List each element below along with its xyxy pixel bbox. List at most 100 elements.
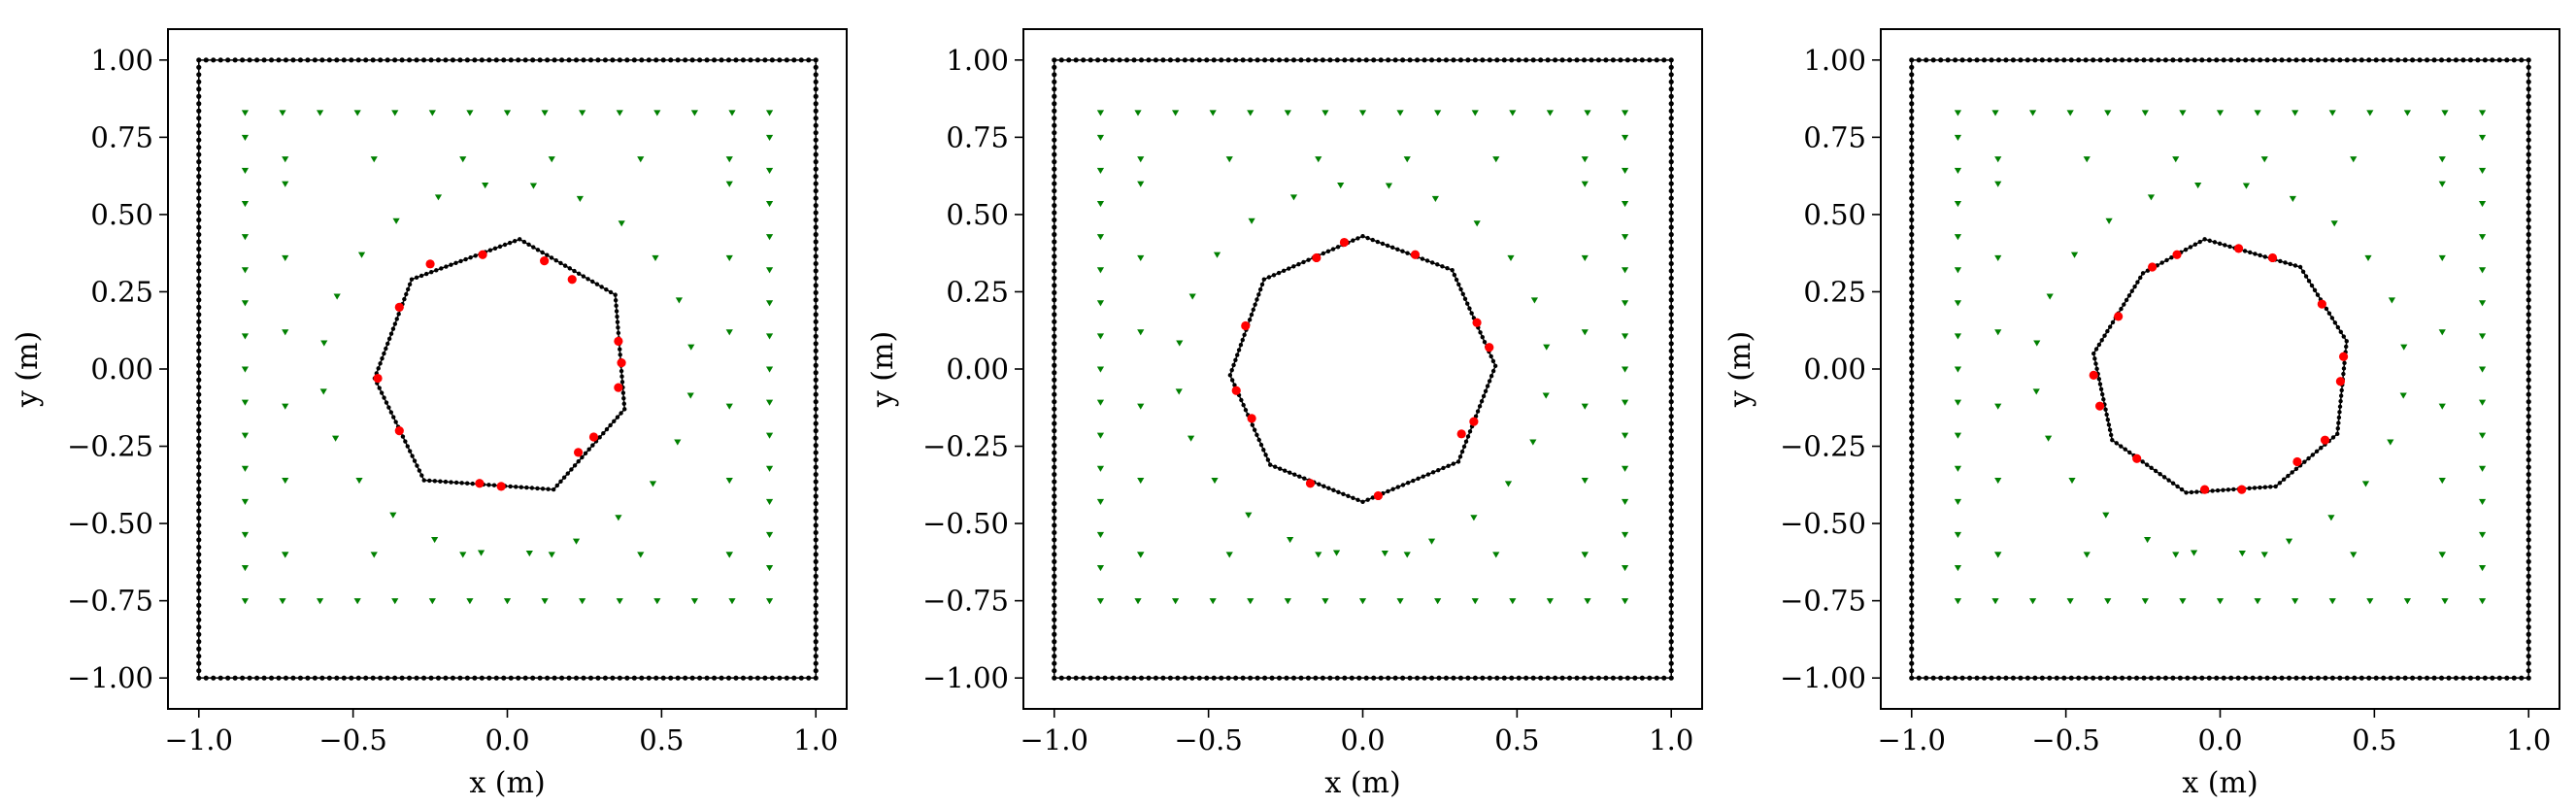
domain-boundary-point xyxy=(1052,486,1057,492)
domain-boundary-point xyxy=(196,297,202,303)
domain-boundary-point xyxy=(2526,319,2531,324)
sensor-marker xyxy=(1954,201,1962,208)
inclusion-outline-point xyxy=(1355,497,1360,503)
domain-boundary-point xyxy=(2352,675,2358,681)
domain-boundary-point xyxy=(2068,675,2074,681)
sensor-marker xyxy=(1473,220,1481,227)
domain-boundary-point xyxy=(1909,268,1915,274)
inclusion-marker xyxy=(394,426,404,436)
inclusion-outline-point xyxy=(2183,247,2189,252)
domain-boundary-point xyxy=(1392,57,1398,63)
inclusion-outline-point xyxy=(429,270,434,275)
domain-boundary-point xyxy=(813,130,819,136)
inclusion-marker xyxy=(2172,250,2182,259)
inclusion-outline-point xyxy=(2091,351,2096,356)
domain-boundary-point xyxy=(1052,246,1057,252)
inclusion-outline-point xyxy=(594,282,600,286)
domain-boundary-point xyxy=(1052,660,1057,666)
domain-boundary-point xyxy=(813,268,819,274)
inclusion-outline-point xyxy=(1287,266,1291,271)
inclusion-outline-point xyxy=(608,422,613,428)
domain-boundary-point xyxy=(552,57,557,63)
domain-boundary-point xyxy=(1443,57,1450,63)
inclusion-outline-point xyxy=(407,282,413,287)
domain-boundary-point xyxy=(1909,341,1915,347)
inclusion-outline-point xyxy=(2252,486,2258,490)
domain-boundary-point xyxy=(813,355,819,361)
y-tick-label: −0.25 xyxy=(1780,430,1866,463)
sensor-marker xyxy=(1584,598,1591,605)
domain-boundary-point xyxy=(385,57,390,63)
sensor-marker xyxy=(765,267,774,274)
sensor-marker xyxy=(2478,167,2487,175)
sensor-marker xyxy=(2364,254,2372,262)
sensor-marker xyxy=(728,598,736,605)
domain-boundary-point xyxy=(2526,391,2531,397)
domain-boundary-point xyxy=(653,57,659,63)
inclusion-outline-point xyxy=(1424,258,1430,263)
domain-boundary-point xyxy=(1668,93,1674,99)
domain-boundary-point xyxy=(704,57,710,63)
domain-boundary-point xyxy=(1428,57,1435,63)
domain-boundary-point xyxy=(1052,355,1057,361)
inclusion-outline-point xyxy=(1321,251,1326,256)
inclusion-outline-point xyxy=(2102,333,2107,338)
inclusion-outline-point xyxy=(1355,236,1360,241)
inclusion-outline-point xyxy=(2248,250,2253,255)
inclusion-outline-point xyxy=(2166,478,2171,483)
domain-boundary-point xyxy=(1487,675,1492,681)
inclusion-marker xyxy=(2267,252,2278,263)
y-tick-label: −0.50 xyxy=(67,507,153,540)
inclusion-outline-point xyxy=(540,487,546,491)
inclusion-outline-point xyxy=(1251,307,1255,313)
domain-boundary-point xyxy=(1052,595,1057,601)
domain-boundary-point xyxy=(813,450,819,455)
x-tick-label: 1.0 xyxy=(793,723,838,756)
domain-boundary-point xyxy=(1909,101,1915,107)
domain-boundary-point xyxy=(2191,57,2197,63)
inclusion-outline-point xyxy=(2303,274,2309,279)
domain-boundary-point xyxy=(1668,130,1674,136)
sensor-marker xyxy=(459,552,467,558)
inclusion-outline-point xyxy=(608,289,614,295)
domain-boundary-point xyxy=(683,57,688,63)
domain-boundary-point xyxy=(631,57,637,63)
domain-boundary-point xyxy=(813,654,819,659)
sensor-marker xyxy=(2350,552,2358,558)
inclusion-outline-point xyxy=(1430,470,1436,475)
sensor-marker xyxy=(725,254,733,262)
domain-boundary-point xyxy=(595,675,601,681)
inclusion-outline-point xyxy=(2336,415,2342,420)
sensor-marker xyxy=(1284,598,1291,605)
sensor-marker xyxy=(1137,552,1145,558)
inclusion-outline-point xyxy=(2242,249,2248,253)
domain-boundary-point xyxy=(196,181,202,186)
inclusion-outline-point xyxy=(1440,264,1445,269)
domain-boundary-point xyxy=(1668,174,1674,180)
domain-boundary-point xyxy=(1909,312,1915,318)
sensor-marker xyxy=(1403,156,1411,163)
inclusion-marker xyxy=(1485,343,1494,353)
domain-boundary-point xyxy=(2402,57,2408,63)
y-tick-label: 1.00 xyxy=(90,44,153,77)
domain-boundary-point xyxy=(813,72,819,78)
domain-boundary-point xyxy=(196,57,202,63)
domain-boundary-point xyxy=(1160,57,1166,63)
sensor-marker xyxy=(316,598,324,605)
domain-boundary-point xyxy=(1472,675,1478,681)
domain-boundary-point xyxy=(2170,675,2176,681)
inclusion-outline-point xyxy=(576,271,582,277)
domain-boundary-point xyxy=(2526,544,2531,551)
sensor-marker xyxy=(1621,234,1629,241)
inclusion-outline-point xyxy=(453,480,459,486)
sensor-marker xyxy=(2478,465,2487,472)
inclusion-outline-point xyxy=(2281,477,2287,482)
domain-boundary-point xyxy=(1909,654,1915,659)
domain-boundary-point xyxy=(2526,72,2531,78)
sensor-marker xyxy=(725,181,733,187)
domain-boundary-point xyxy=(813,493,819,499)
domain-boundary-point xyxy=(1422,675,1427,681)
inclusion-outline-point xyxy=(2103,407,2108,412)
domain-boundary-point xyxy=(2032,57,2038,63)
domain-boundary-point xyxy=(587,675,594,681)
